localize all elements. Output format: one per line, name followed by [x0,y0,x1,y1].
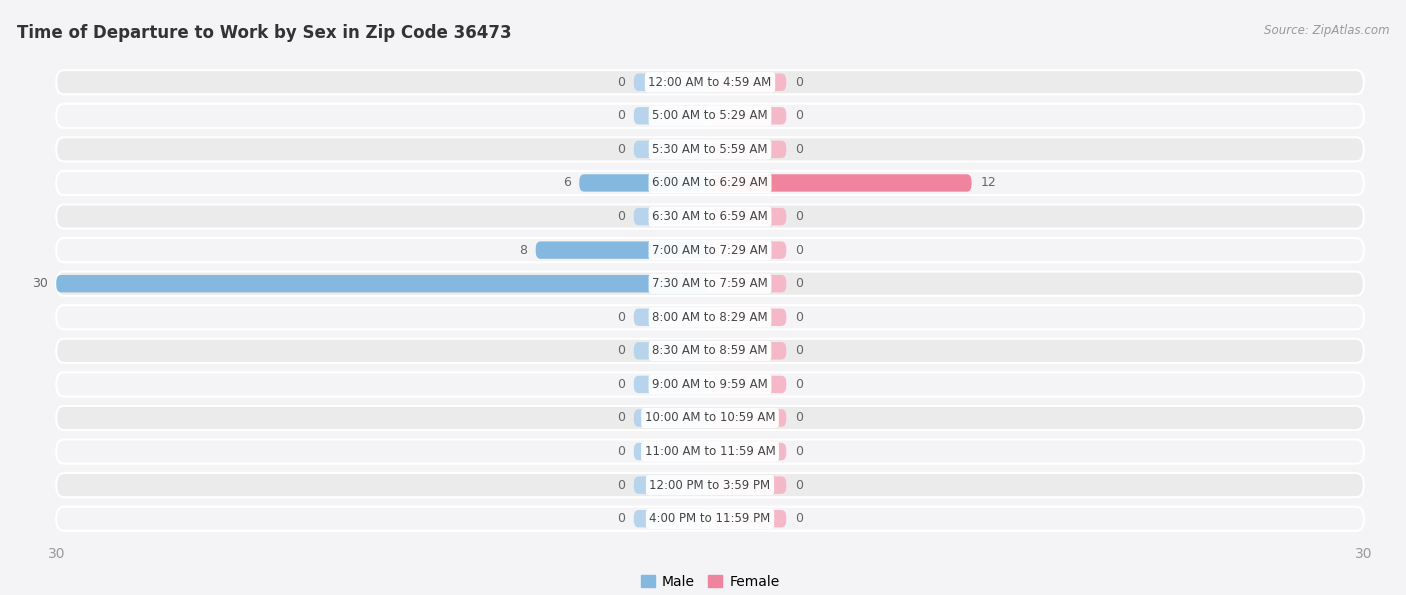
Text: 12:00 AM to 4:59 AM: 12:00 AM to 4:59 AM [648,76,772,89]
Text: 0: 0 [617,412,626,424]
Text: 5:30 AM to 5:59 AM: 5:30 AM to 5:59 AM [652,143,768,156]
Text: 5:00 AM to 5:29 AM: 5:00 AM to 5:29 AM [652,109,768,123]
FancyBboxPatch shape [710,443,786,461]
FancyBboxPatch shape [710,174,972,192]
Text: 8: 8 [519,243,527,256]
FancyBboxPatch shape [710,342,786,359]
FancyBboxPatch shape [634,375,710,393]
Text: 0: 0 [794,109,803,123]
Text: 0: 0 [794,345,803,358]
FancyBboxPatch shape [634,74,710,91]
Text: 11:00 AM to 11:59 AM: 11:00 AM to 11:59 AM [645,445,775,458]
Text: 0: 0 [794,210,803,223]
FancyBboxPatch shape [634,107,710,124]
Text: 8:00 AM to 8:29 AM: 8:00 AM to 8:29 AM [652,311,768,324]
Text: 6: 6 [562,177,571,189]
FancyBboxPatch shape [56,339,1364,363]
FancyBboxPatch shape [710,275,786,292]
FancyBboxPatch shape [56,238,1364,262]
Text: 30: 30 [32,277,48,290]
FancyBboxPatch shape [56,271,1364,296]
Text: 0: 0 [794,311,803,324]
Text: 0: 0 [794,243,803,256]
FancyBboxPatch shape [710,107,786,124]
FancyBboxPatch shape [56,104,1364,128]
FancyBboxPatch shape [634,409,710,427]
Text: 0: 0 [617,76,626,89]
Legend: Male, Female: Male, Female [636,569,785,594]
FancyBboxPatch shape [56,406,1364,430]
FancyBboxPatch shape [710,477,786,494]
Text: 0: 0 [794,76,803,89]
FancyBboxPatch shape [56,473,1364,497]
FancyBboxPatch shape [634,510,710,527]
Text: 9:00 AM to 9:59 AM: 9:00 AM to 9:59 AM [652,378,768,391]
Text: 0: 0 [617,210,626,223]
FancyBboxPatch shape [634,140,710,158]
FancyBboxPatch shape [536,242,710,259]
Text: 0: 0 [617,512,626,525]
Text: 0: 0 [617,378,626,391]
Text: 0: 0 [617,311,626,324]
FancyBboxPatch shape [56,137,1364,161]
FancyBboxPatch shape [56,70,1364,95]
FancyBboxPatch shape [56,305,1364,330]
FancyBboxPatch shape [579,174,710,192]
Text: 0: 0 [617,478,626,491]
FancyBboxPatch shape [710,409,786,427]
Text: 12:00 PM to 3:59 PM: 12:00 PM to 3:59 PM [650,478,770,491]
Text: 8:30 AM to 8:59 AM: 8:30 AM to 8:59 AM [652,345,768,358]
FancyBboxPatch shape [710,242,786,259]
Text: 0: 0 [794,445,803,458]
Text: 0: 0 [794,378,803,391]
Text: 4:00 PM to 11:59 PM: 4:00 PM to 11:59 PM [650,512,770,525]
Text: 6:30 AM to 6:59 AM: 6:30 AM to 6:59 AM [652,210,768,223]
Text: Time of Departure to Work by Sex in Zip Code 36473: Time of Departure to Work by Sex in Zip … [17,24,512,42]
FancyBboxPatch shape [634,477,710,494]
FancyBboxPatch shape [634,443,710,461]
FancyBboxPatch shape [710,74,786,91]
Text: 0: 0 [617,345,626,358]
FancyBboxPatch shape [56,372,1364,396]
Text: 0: 0 [794,277,803,290]
Text: 0: 0 [617,143,626,156]
FancyBboxPatch shape [56,171,1364,195]
FancyBboxPatch shape [56,440,1364,464]
Text: 0: 0 [794,478,803,491]
FancyBboxPatch shape [710,140,786,158]
FancyBboxPatch shape [710,208,786,226]
FancyBboxPatch shape [710,309,786,326]
Text: 0: 0 [794,143,803,156]
FancyBboxPatch shape [56,205,1364,228]
FancyBboxPatch shape [710,375,786,393]
Text: 0: 0 [617,109,626,123]
FancyBboxPatch shape [634,309,710,326]
FancyBboxPatch shape [56,275,710,292]
Text: 7:00 AM to 7:29 AM: 7:00 AM to 7:29 AM [652,243,768,256]
Text: 6:00 AM to 6:29 AM: 6:00 AM to 6:29 AM [652,177,768,189]
Text: Source: ZipAtlas.com: Source: ZipAtlas.com [1264,24,1389,37]
Text: 0: 0 [617,445,626,458]
Text: 7:30 AM to 7:59 AM: 7:30 AM to 7:59 AM [652,277,768,290]
FancyBboxPatch shape [710,510,786,527]
Text: 0: 0 [794,412,803,424]
FancyBboxPatch shape [634,208,710,226]
FancyBboxPatch shape [56,506,1364,531]
Text: 10:00 AM to 10:59 AM: 10:00 AM to 10:59 AM [645,412,775,424]
FancyBboxPatch shape [634,342,710,359]
Text: 12: 12 [980,177,995,189]
Text: 0: 0 [794,512,803,525]
